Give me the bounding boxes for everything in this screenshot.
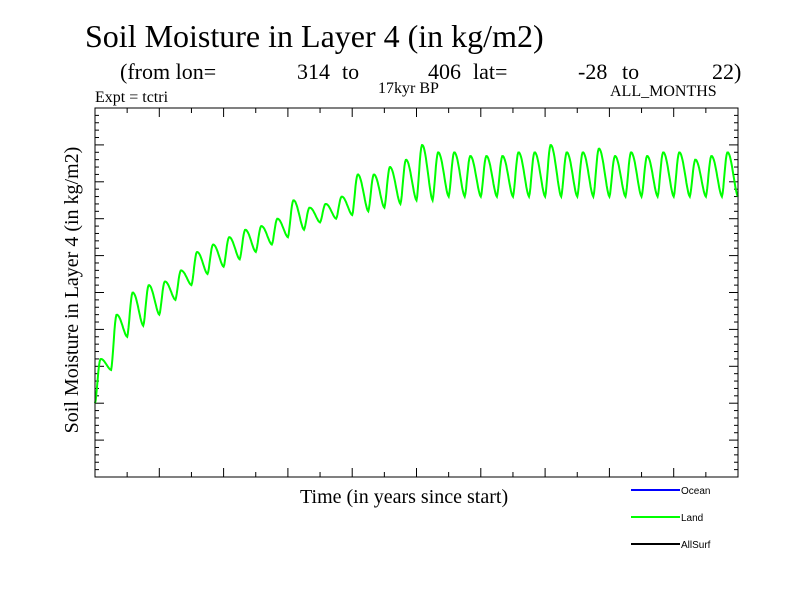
- x-axis-label: Time (in years since start): [300, 486, 509, 508]
- legend: Ocean Land AllSurf: [631, 486, 711, 551]
- plot-frame: [94, 107, 739, 478]
- experiment-label: Expt = tctri: [95, 89, 169, 106]
- legend-label-land: Land: [681, 513, 703, 524]
- period-label: 17kyr BP: [378, 80, 439, 97]
- series-line-land: [94, 144, 739, 404]
- subtitle-lon-end: 406: [428, 59, 461, 84]
- subtitle-from-lon: (from lon=: [120, 59, 217, 84]
- axis-ticks: [95, 108, 738, 477]
- subtitle-lon-start: 314: [297, 59, 330, 84]
- months-label: ALL_MONTHS: [610, 83, 717, 100]
- series-lines: [94, 144, 739, 404]
- chart-title: Soil Moisture in Layer 4 (in kg/m2): [85, 18, 544, 54]
- legend-label-ocean: Ocean: [681, 486, 710, 497]
- subtitle-to-1: to: [342, 59, 360, 84]
- subtitle-to-2: to: [622, 59, 640, 84]
- subtitle-lat-start: -28: [578, 59, 608, 84]
- legend-label-allsurf: AllSurf: [681, 540, 711, 551]
- subtitle-lat-label: lat=: [473, 59, 508, 84]
- subtitle-lat-end: 22): [712, 59, 742, 84]
